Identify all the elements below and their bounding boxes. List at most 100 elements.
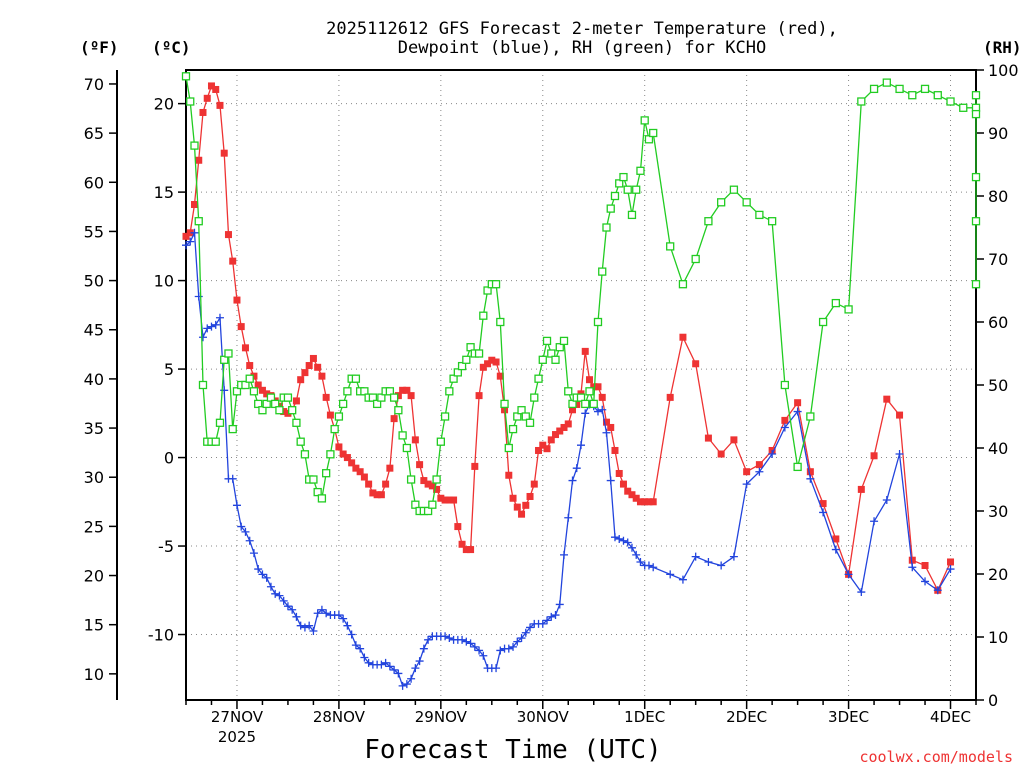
- rh-point: [742, 198, 751, 207]
- dewpoint-point: [402, 680, 411, 689]
- dewpoint-point: [445, 634, 454, 643]
- temperature-point: [526, 492, 534, 500]
- temperature-point: [475, 392, 483, 400]
- dewpoint-point: [560, 550, 569, 559]
- temperature-point: [594, 383, 602, 391]
- dewpoint-point: [572, 464, 581, 473]
- celsius-tick-label: 15: [154, 183, 174, 202]
- dewpoint-point: [517, 634, 526, 643]
- dewpoint-point: [441, 632, 450, 641]
- temperature-point: [611, 446, 619, 454]
- temperature-point: [292, 397, 300, 405]
- fahrenheit-tick-label: 15: [84, 616, 104, 635]
- temperature-point: [360, 473, 368, 481]
- dewpoint-point: [262, 573, 271, 582]
- dewpoint-point: [717, 561, 726, 570]
- dewpoint-point: [288, 605, 297, 614]
- dewpoint-point: [203, 324, 212, 333]
- dewpoint-point: [496, 646, 505, 655]
- temperature-point: [641, 498, 649, 506]
- rh-point: [908, 91, 917, 100]
- temperature-point: [212, 85, 220, 93]
- dewpoint-point: [215, 313, 224, 322]
- rh-point: [215, 418, 225, 427]
- rh-point: [411, 500, 420, 509]
- temperature-point: [377, 491, 385, 499]
- rh-point: [288, 406, 297, 415]
- rh-point: [194, 217, 203, 226]
- rh-point: [525, 418, 535, 427]
- rh-point: [971, 91, 981, 100]
- dewpoint-point: [364, 658, 373, 667]
- dewpoint-point: [933, 586, 942, 595]
- temperature-point: [883, 395, 891, 403]
- rh-point: [632, 185, 641, 194]
- x-tick-label: 27NOV: [211, 708, 264, 726]
- dewpoint-point: [462, 637, 471, 646]
- rh-point: [258, 406, 267, 415]
- temperature-point: [263, 390, 271, 398]
- temperature-point: [573, 400, 581, 408]
- rh-point: [224, 349, 233, 358]
- dewpoint-point: [610, 533, 619, 542]
- dewpoint-point: [615, 534, 624, 543]
- rh-point: [211, 437, 220, 446]
- rh-point: [513, 412, 522, 421]
- rh-point: [275, 406, 284, 415]
- dewpoint-point: [360, 653, 369, 662]
- temperature-point: [207, 82, 215, 90]
- rh-point: [343, 387, 352, 396]
- rh-point: [271, 399, 280, 409]
- dewpoint-point: [190, 228, 199, 237]
- rh-point: [283, 393, 293, 402]
- temperature-point: [628, 491, 636, 499]
- dewpoint-point: [619, 536, 628, 545]
- dewpoint-point: [415, 657, 424, 666]
- dewpoint-point: [606, 476, 615, 485]
- rh-point: [474, 349, 484, 358]
- rh-point: [440, 412, 450, 421]
- celsius-unit-label: (ºC): [152, 38, 191, 57]
- temperature-point: [241, 344, 249, 352]
- dewpoint-point: [521, 628, 530, 637]
- rh-point: [241, 380, 250, 390]
- rh-point: [585, 387, 594, 396]
- dewpoint-point: [649, 563, 658, 572]
- temperature-point: [297, 376, 305, 384]
- chart-title-line1: 2025112612 GFS Forecast 2-meter Temperat…: [326, 19, 838, 39]
- dewpoint-point: [317, 605, 326, 614]
- temperature-point: [454, 523, 462, 531]
- dewpoint-point: [249, 549, 258, 558]
- rh-point: [406, 475, 416, 484]
- dewpoint-point: [755, 467, 764, 476]
- temperature-point: [624, 487, 632, 495]
- dewpoint-point: [513, 637, 522, 646]
- rh-point: [717, 198, 726, 207]
- dewpoint-point: [644, 561, 653, 570]
- rh-point: [483, 286, 492, 295]
- dewpoint-point: [258, 570, 267, 579]
- x-tick-label: 1DEC: [624, 708, 665, 726]
- rh-point: [368, 393, 378, 402]
- rh-point: [882, 78, 891, 87]
- dewpoint-point: [343, 621, 352, 630]
- rh-point: [844, 305, 853, 314]
- dewpoint-point: [666, 570, 675, 579]
- rh-tick-label: 10: [988, 628, 1008, 647]
- dewpoint-point: [356, 644, 365, 653]
- rh-point: [300, 450, 310, 459]
- temperature-point: [569, 406, 577, 414]
- rh-point: [559, 336, 569, 346]
- dewpoint-point: [394, 669, 403, 678]
- temperature-point: [356, 468, 364, 476]
- dewpoint-point: [279, 596, 288, 605]
- rh-point: [547, 349, 556, 358]
- dewpoint-point: [211, 320, 220, 329]
- temperature-point: [560, 423, 568, 431]
- temperature-point: [556, 427, 564, 435]
- dewpoint-point: [266, 582, 275, 591]
- dewpoint-point: [245, 536, 254, 545]
- rh-tick-label: 0: [988, 691, 998, 710]
- rh-point: [521, 412, 530, 421]
- rh-point: [581, 399, 590, 409]
